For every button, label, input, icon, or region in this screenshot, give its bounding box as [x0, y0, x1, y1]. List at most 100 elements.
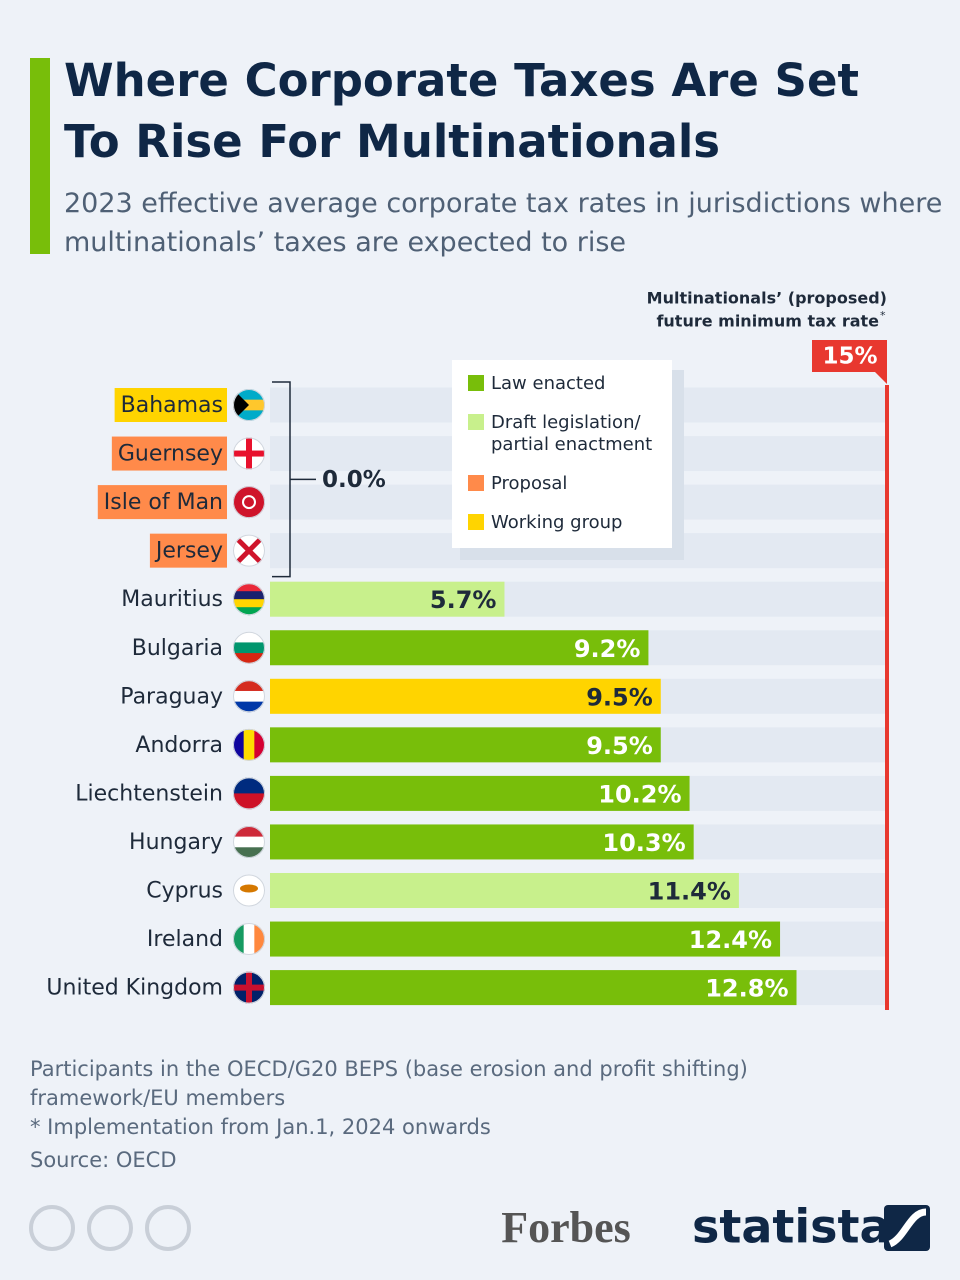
category-highlight	[97, 485, 227, 520]
value-label: 10.3%	[602, 829, 685, 857]
category-label: Isle of Man	[104, 490, 223, 515]
reference-note: Multinationals’ (proposed)	[647, 289, 887, 308]
legend-box	[452, 360, 672, 548]
category-label: Bahamas	[121, 393, 223, 418]
flag-stripe	[233, 534, 265, 546]
flag	[233, 971, 265, 1004]
value-label: 9.5%	[586, 683, 653, 711]
legend-label: Proposal	[491, 473, 567, 494]
flag-cross	[233, 450, 265, 457]
category-label: Cyprus	[146, 879, 223, 904]
bar	[270, 921, 781, 957]
flag-border	[233, 680, 265, 713]
flag-stripe	[233, 793, 265, 810]
flag-stripe	[233, 599, 265, 608]
bracket	[272, 381, 316, 578]
category-label: Paraguay	[120, 684, 223, 709]
flag-border	[233, 486, 265, 519]
flag-stripe	[233, 680, 265, 692]
flag-stripe	[233, 895, 265, 907]
flag-stripe	[233, 607, 265, 616]
category-label: Jersey	[154, 539, 223, 564]
flag-cross	[233, 984, 265, 991]
flag-stripe	[233, 583, 265, 592]
flag	[233, 923, 265, 956]
flag-stripe	[233, 631, 265, 643]
bar	[270, 727, 661, 763]
value-label: 5.7%	[430, 586, 497, 614]
flag-stripe	[233, 728, 245, 761]
value-label: 12.4%	[689, 926, 772, 954]
legend-swatch	[468, 475, 484, 491]
flag-border	[233, 777, 265, 810]
flag-stripe	[233, 389, 265, 401]
flag	[233, 389, 265, 421]
category-label: Guernsey	[118, 442, 223, 467]
title-accent	[30, 58, 50, 254]
flag	[233, 486, 265, 519]
flag-stripe	[233, 642, 265, 654]
license-icon	[29, 1205, 75, 1251]
flag	[233, 728, 265, 761]
flag-stripe	[233, 923, 245, 956]
flag-border	[233, 437, 265, 470]
legend-swatch	[468, 375, 484, 391]
chart-title: Where Corporate Taxes Are Set To Rise Fo…	[64, 54, 859, 168]
bar	[270, 970, 797, 1006]
reference-note-mark: *	[880, 309, 886, 322]
flag-border	[233, 631, 265, 664]
reference-note: future minimum tax rate	[656, 312, 879, 331]
legend-swatch	[468, 414, 484, 430]
flag-stripe	[233, 690, 265, 703]
brand: Forbes	[501, 1203, 631, 1252]
legend-label-line: partial enactment	[491, 434, 652, 455]
category-label: Bulgaria	[132, 636, 223, 661]
flag-triangle	[233, 389, 249, 421]
bar	[270, 824, 694, 860]
reference-badge	[812, 340, 887, 384]
reference-label: 15%	[822, 344, 877, 370]
flag-stripe	[233, 701, 265, 713]
flag-stripe	[233, 410, 265, 421]
flag-border	[233, 728, 265, 761]
flag	[233, 825, 265, 858]
bar	[270, 678, 661, 714]
flag	[233, 874, 265, 907]
flag-stripe	[233, 507, 265, 519]
bar	[270, 630, 649, 666]
category-label: Mauritius	[121, 587, 223, 612]
category-label: Andorra	[135, 733, 223, 758]
flag-border	[233, 534, 265, 567]
chart-subtitle: 2023 effective average corporate tax rat…	[64, 188, 943, 258]
note: * Implementation from Jan.1, 2024 onward…	[30, 1115, 491, 1139]
flag-stripe	[243, 728, 255, 761]
category-highlight	[149, 533, 227, 568]
flag-stripe	[233, 486, 265, 498]
license-icon	[145, 1205, 191, 1251]
legend-swatch	[468, 514, 484, 530]
value-label: 9.2%	[574, 635, 641, 663]
flag	[233, 777, 265, 810]
brand: statista	[692, 1200, 891, 1254]
flag	[233, 583, 265, 616]
category-label: Liechtenstein	[75, 781, 223, 806]
flag-border	[233, 583, 265, 616]
flag-stripe	[233, 847, 265, 858]
bar	[270, 775, 690, 811]
category-label: Ireland	[147, 927, 223, 952]
bar	[270, 581, 505, 617]
source: Source: OECD	[30, 1148, 177, 1172]
legend-label: Working group	[491, 512, 622, 533]
flag-border	[233, 389, 265, 421]
category-highlight	[111, 436, 227, 471]
brand-mark-slash	[888, 1208, 927, 1248]
flag-stripe	[254, 728, 265, 761]
flag-emblem	[240, 884, 258, 893]
flag-stripe	[233, 653, 265, 664]
flag	[233, 437, 265, 470]
category-highlight	[114, 388, 227, 422]
flag-stripe	[233, 825, 265, 838]
flag-stripe	[233, 496, 265, 508]
